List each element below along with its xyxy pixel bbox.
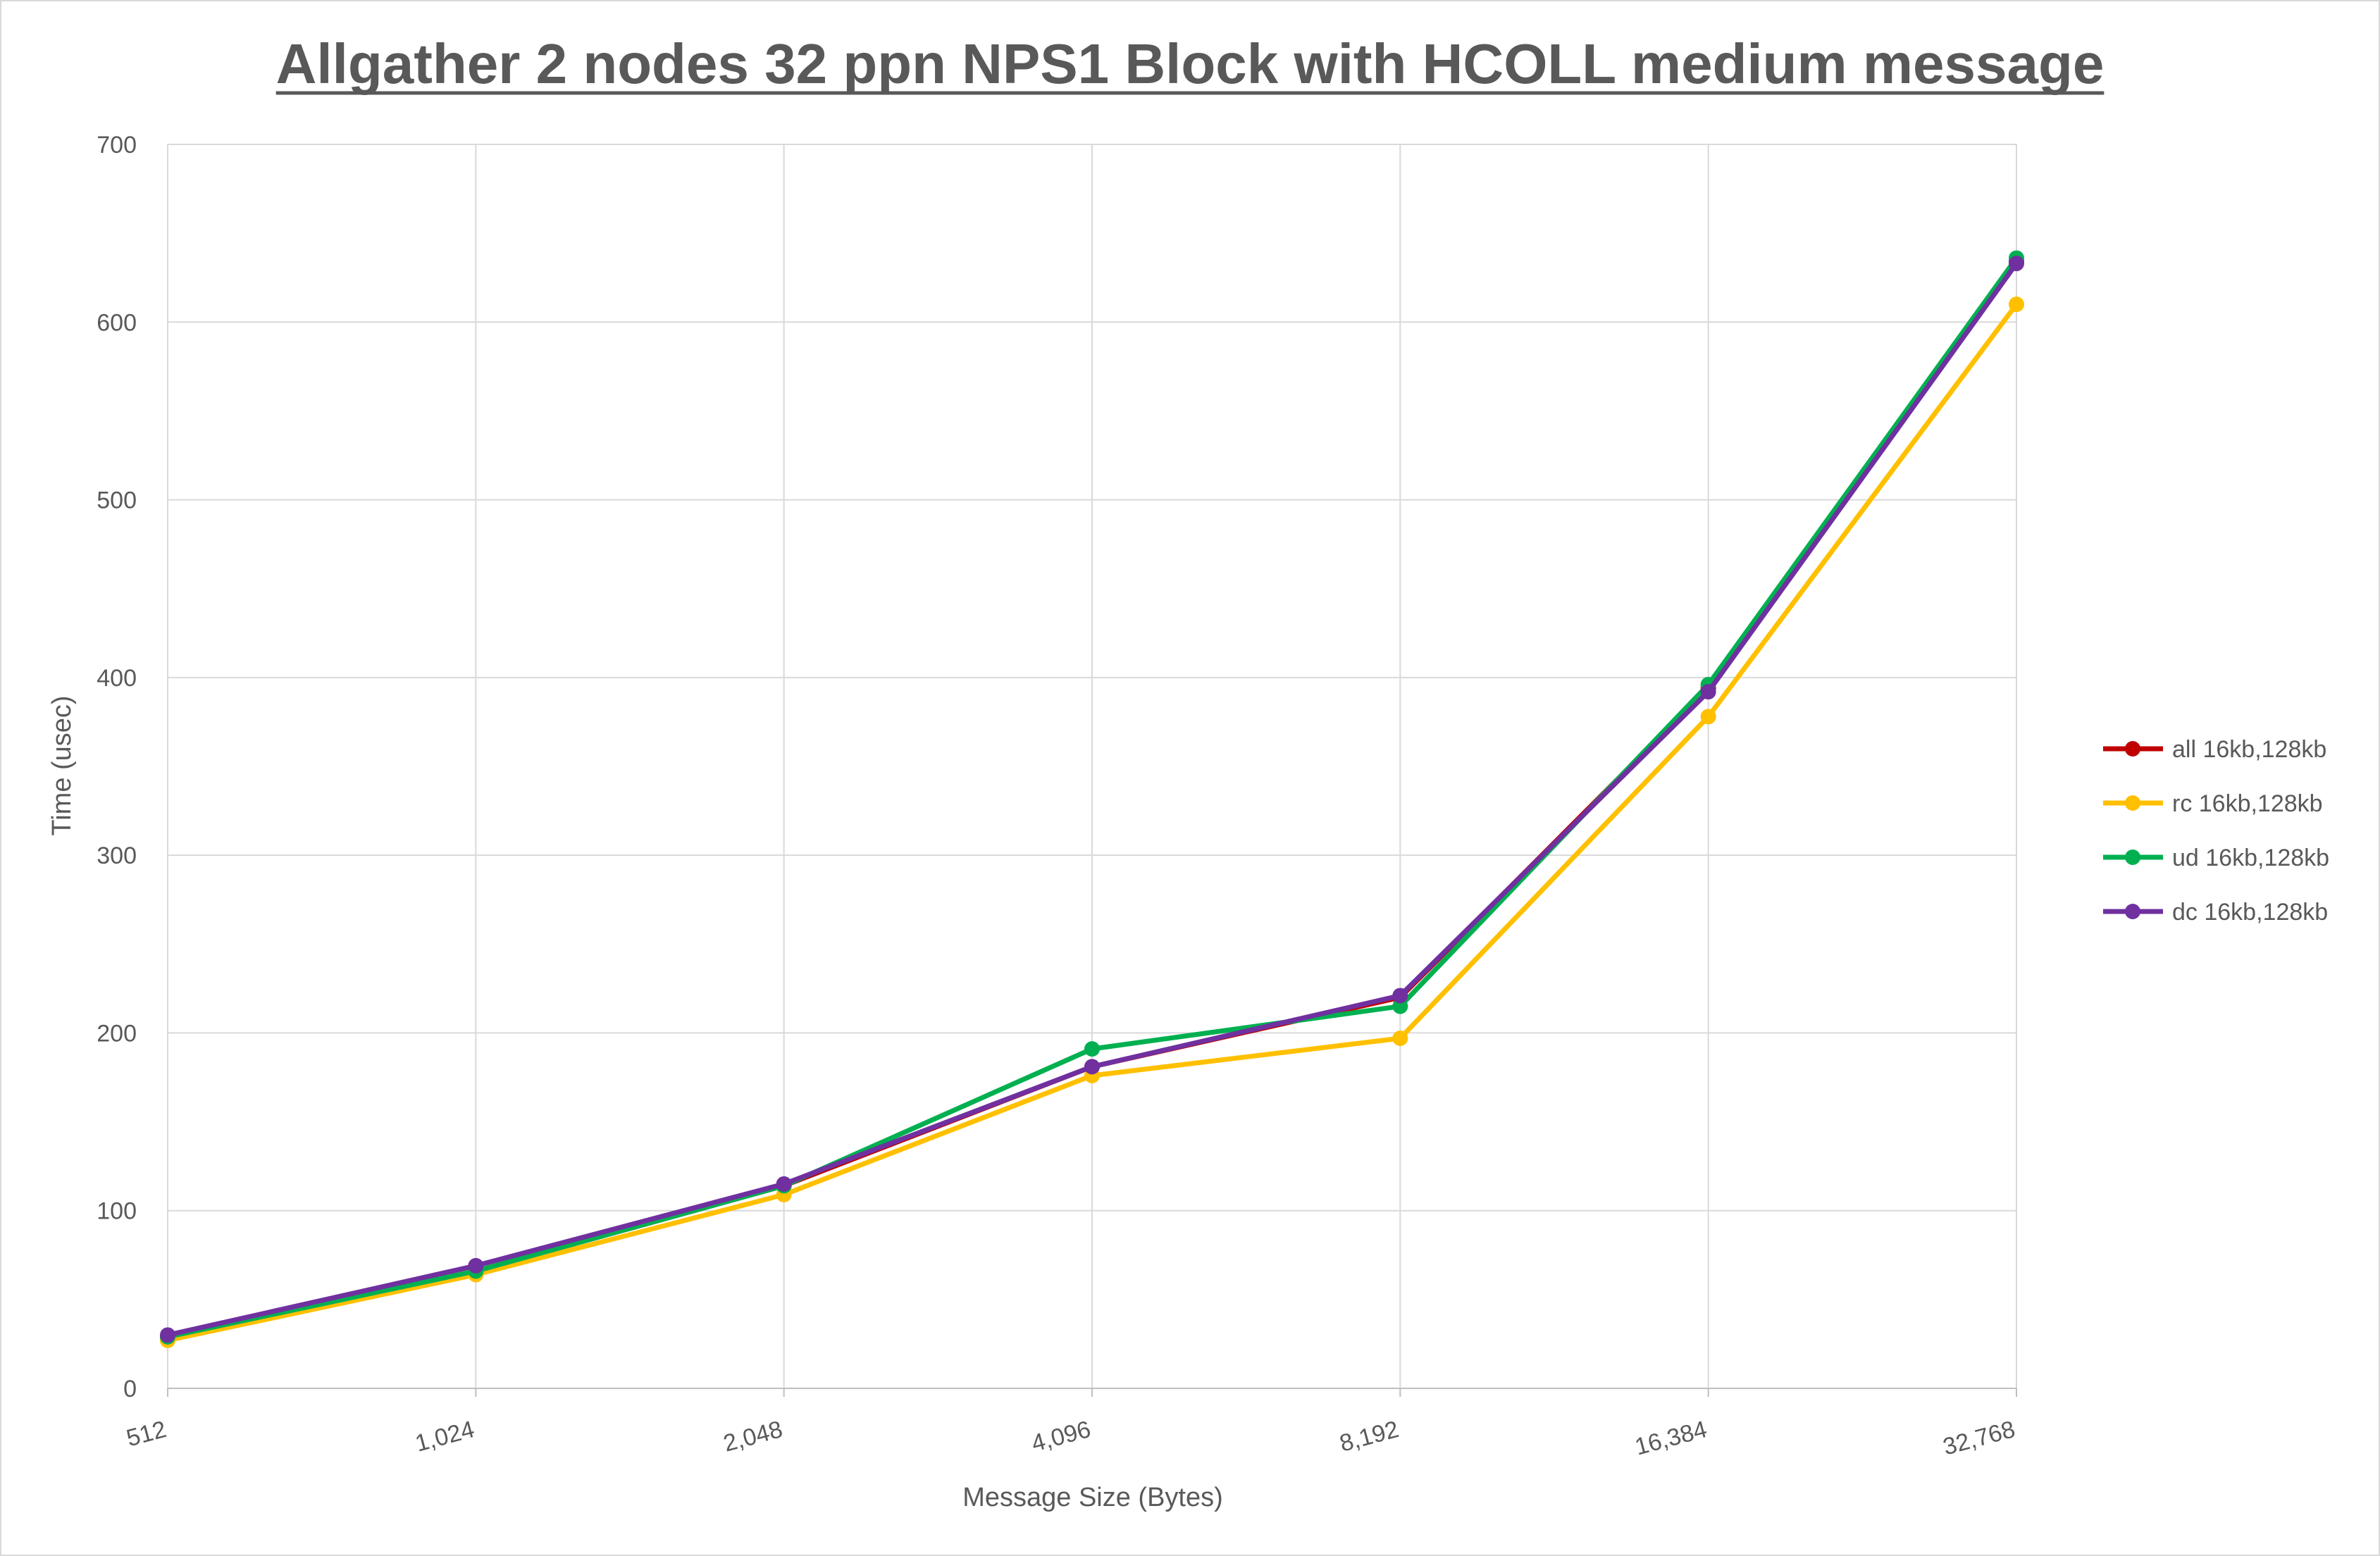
- legend-item: all 16kb,128kb: [2103, 736, 2326, 763]
- data-point: [1084, 1059, 1100, 1075]
- x-tick-label: 1,024: [412, 1416, 477, 1457]
- legend-swatch-marker: [2125, 904, 2140, 919]
- y-tick-label: 300: [97, 842, 137, 869]
- y-axis: 0 100 200 300 400 500 600 700: [97, 132, 137, 1402]
- series-3: [160, 256, 2024, 1343]
- x-axis: 512 1,024 2,048 4,096 8,192 16,384 32,768: [123, 1388, 2018, 1461]
- x-tick-label: 8,192: [1337, 1416, 1401, 1457]
- legend-item: ud 16kb,128kb: [2103, 845, 2329, 871]
- data-point: [1392, 998, 1408, 1014]
- legend-label: ud 16kb,128kb: [2172, 845, 2329, 871]
- data-point: [1392, 988, 1408, 1004]
- data-point: [2009, 256, 2024, 272]
- x-tick-label: 16,384: [1632, 1416, 1709, 1461]
- data-point: [1392, 1030, 1408, 1046]
- data-point: [468, 1257, 484, 1274]
- data-point: [2009, 297, 2024, 313]
- y-tick-label: 200: [97, 1020, 137, 1047]
- x-axis-title: Message Size (Bytes): [962, 1483, 1223, 1512]
- legend-item: dc 16kb,128kb: [2103, 899, 2328, 926]
- legend-swatch-marker: [2125, 795, 2140, 811]
- x-tick-label: 32,768: [1940, 1416, 2018, 1461]
- legend-label: rc 16kb,128kb: [2172, 790, 2323, 817]
- x-tick-label: 4,096: [1029, 1416, 1093, 1457]
- legend: all 16kb,128kb rc 16kb,128kb ud 16kb,128kb…: [2103, 736, 2329, 926]
- legend-swatch-marker: [2125, 741, 2140, 757]
- chart-title: Allgather 2 nodes 32 ppn NPS1 Block with…: [276, 32, 2105, 95]
- y-tick-label: 500: [97, 487, 137, 514]
- legend-swatch-marker: [2125, 849, 2140, 865]
- legend-label: dc 16kb,128kb: [2172, 899, 2328, 926]
- data-point: [776, 1176, 792, 1192]
- data-point: [160, 1327, 175, 1343]
- legend-label: all 16kb,128kb: [2172, 736, 2326, 763]
- data-point: [1700, 709, 1716, 725]
- data-point: [1700, 684, 1716, 700]
- data-point: [1084, 1041, 1100, 1057]
- y-axis-title: Time (usec): [47, 695, 77, 835]
- gridlines: [167, 144, 2017, 1389]
- y-tick-label: 0: [123, 1376, 137, 1402]
- y-tick-label: 600: [97, 309, 137, 336]
- legend-item: rc 16kb,128kb: [2103, 790, 2323, 817]
- x-tick-label: 2,048: [721, 1416, 786, 1457]
- y-tick-label: 400: [97, 665, 137, 692]
- x-tick-label: 512: [123, 1416, 169, 1452]
- series-lines: [160, 250, 2024, 1348]
- y-tick-label: 700: [97, 132, 137, 158]
- y-tick-label: 100: [97, 1198, 137, 1225]
